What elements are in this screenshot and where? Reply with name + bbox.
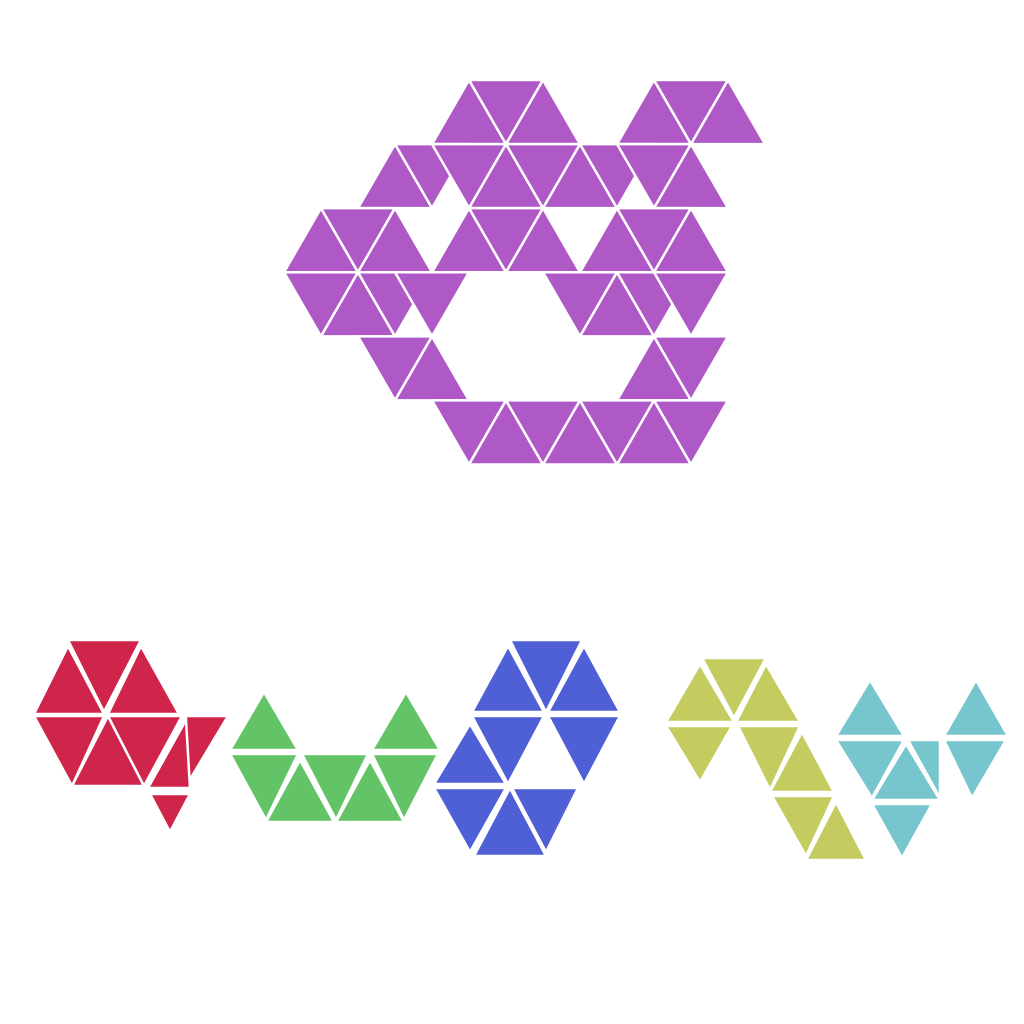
green-piece-tri	[370, 690, 442, 752]
red-piece-tri	[148, 792, 192, 834]
target-cell	[689, 78, 767, 146]
target-shape	[282, 78, 767, 466]
target-cell	[652, 271, 730, 338]
blue-piece-tri	[546, 644, 622, 714]
green-piece-tri	[228, 752, 300, 822]
target-cell	[393, 271, 471, 338]
red-piece-tri	[32, 714, 106, 788]
yellow-piece-tri	[768, 730, 836, 794]
cyan-piece[interactable]	[834, 678, 1010, 860]
blue-piece-tri	[432, 786, 508, 854]
red-piece[interactable]	[32, 638, 230, 834]
yellow-piece[interactable]	[664, 656, 868, 862]
yellow-piece-tri	[736, 724, 802, 792]
yellow-piece-tri	[770, 794, 836, 858]
red-piece-tri	[66, 638, 143, 714]
cyan-piece-tri	[906, 738, 942, 800]
cyan-piece-tri	[834, 678, 906, 738]
blue-piece-tri	[508, 638, 584, 714]
yellow-piece-tri	[700, 656, 768, 720]
red-piece-tri	[146, 718, 192, 790]
green-piece-tri	[370, 752, 440, 822]
blue-piece-tri	[472, 786, 548, 858]
red-piece-tri	[106, 644, 181, 716]
red-piece-tri	[184, 714, 230, 788]
blue-piece-tri	[510, 786, 580, 854]
green-piece-tri	[334, 758, 406, 824]
cyan-piece-tri	[834, 738, 906, 800]
blue-piece-tri	[432, 722, 508, 786]
blue-piece[interactable]	[432, 638, 622, 858]
blue-piece-tri	[546, 714, 622, 786]
cyan-piece-tri	[942, 738, 1008, 800]
green-piece-tri	[300, 752, 370, 822]
red-piece-tri	[32, 644, 106, 716]
red-piece-tri	[106, 714, 184, 788]
yellow-piece-tri	[664, 662, 736, 724]
green-piece-tri	[228, 690, 300, 752]
target-cell	[652, 399, 730, 466]
cyan-piece-tri	[942, 678, 1010, 738]
yellow-piece-tri	[734, 662, 802, 724]
cyan-piece-tri	[870, 742, 942, 802]
yellow-piece-tri	[664, 724, 734, 784]
target-cell	[652, 335, 730, 402]
blue-piece-tri	[470, 644, 546, 714]
green-piece-tri	[264, 758, 336, 824]
green-piece[interactable]	[228, 690, 442, 824]
yellow-piece-tri	[804, 800, 868, 862]
cyan-piece-tri	[870, 802, 934, 860]
blue-piece-tri	[470, 714, 546, 786]
